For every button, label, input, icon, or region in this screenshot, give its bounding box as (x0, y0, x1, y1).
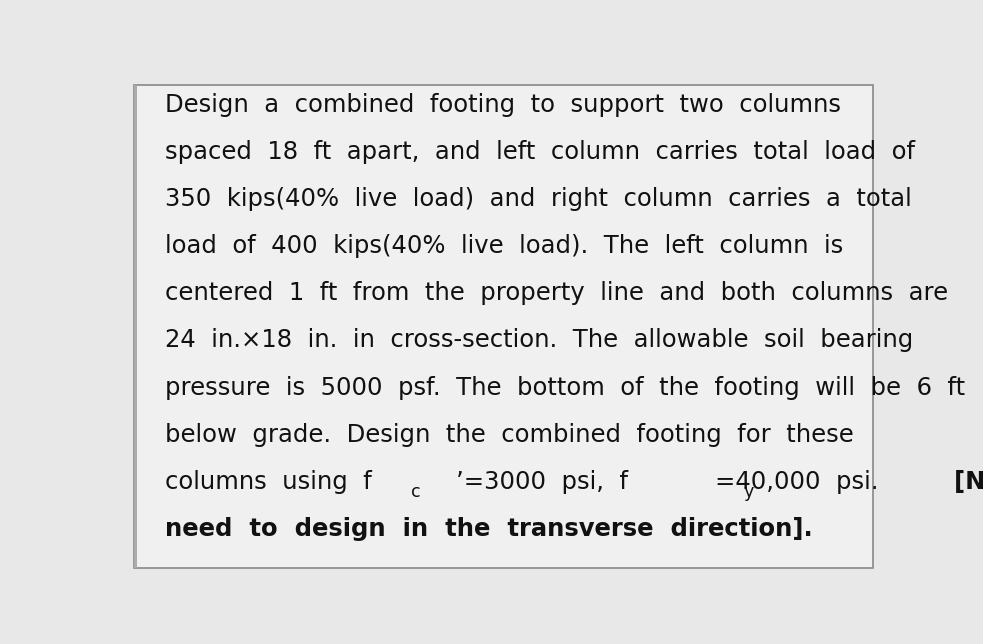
Text: load  of  400  kips(40%  live  load).  The  left  column  is: load of 400 kips(40% live load). The lef… (165, 234, 843, 258)
Text: c: c (411, 484, 421, 502)
FancyBboxPatch shape (135, 85, 873, 568)
Text: columns  using  f: columns using f (165, 470, 372, 494)
Text: ’=3000  psi,  f: ’=3000 psi, f (456, 470, 628, 494)
Text: spaced  18  ft  apart,  and  left  column  carries  total  load  of: spaced 18 ft apart, and left column carr… (165, 140, 915, 164)
Text: 24  in.×18  in.  in  cross-section.  The  allowable  soil  bearing: 24 in.×18 in. in cross-section. The allo… (165, 328, 913, 352)
Text: =40,000  psi.: =40,000 psi. (715, 470, 894, 494)
Text: 350  kips(40%  live  load)  and  right  column  carries  a  total: 350 kips(40% live load) and right column… (165, 187, 911, 211)
Text: need  to  design  in  the  transverse  direction].: need to design in the transverse directi… (165, 517, 813, 541)
Text: y: y (743, 484, 753, 502)
Text: Design  a  combined  footing  to  support  two  columns: Design a combined footing to support two… (165, 93, 840, 117)
Text: [Note:  No: [Note: No (954, 470, 983, 494)
Text: pressure  is  5000  psf.  The  bottom  of  the  footing  will  be  6  ft: pressure is 5000 psf. The bottom of the … (165, 375, 965, 400)
Text: below  grade.  Design  the  combined  footing  for  these: below grade. Design the combined footing… (165, 423, 853, 447)
Text: centered  1  ft  from  the  property  line  and  both  columns  are: centered 1 ft from the property line and… (165, 281, 948, 305)
Bar (135, 85, 137, 568)
